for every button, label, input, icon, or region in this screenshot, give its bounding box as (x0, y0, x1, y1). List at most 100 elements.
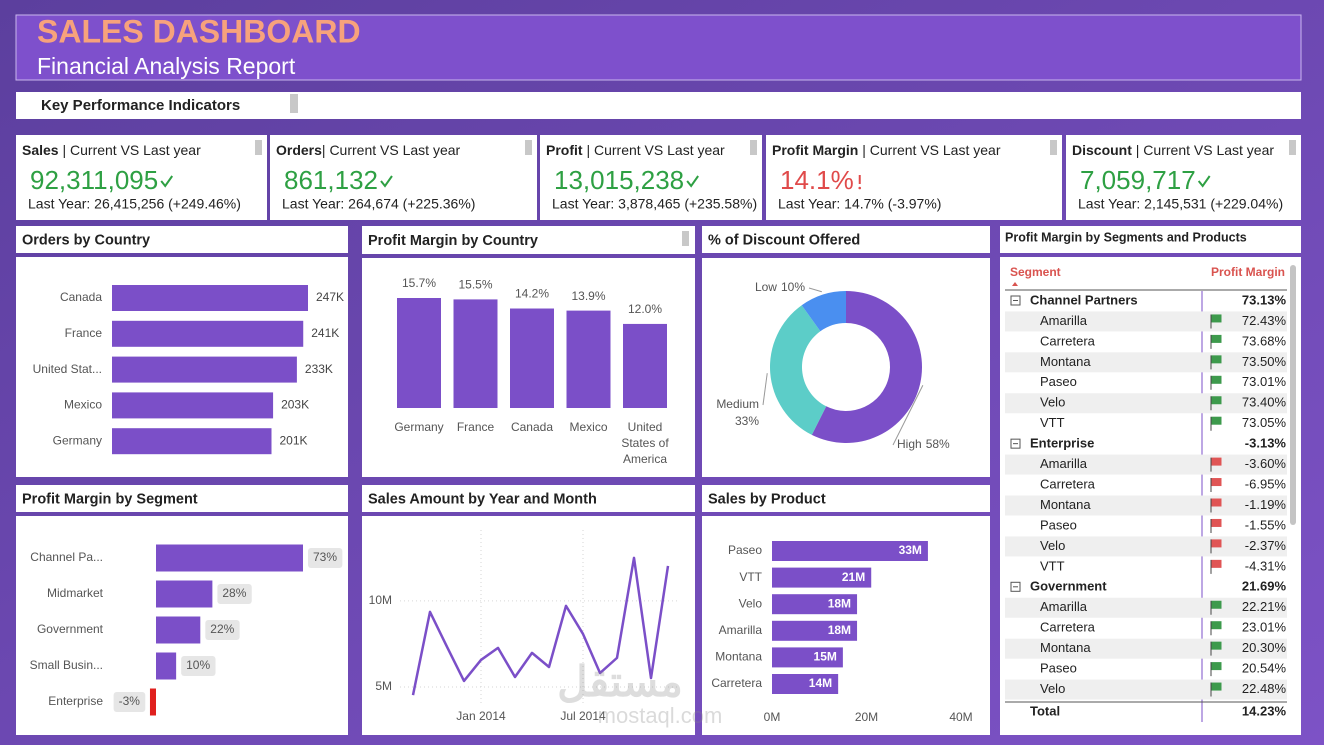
segment-label: Channel Partners (1030, 292, 1138, 307)
flag-icon (1211, 518, 1222, 527)
kpi-value: 92,311,095 (30, 165, 158, 195)
kpi-value: 7,059,717 (1080, 165, 1196, 195)
slice-value: 58% (926, 437, 950, 451)
product-value: -6.95% (1245, 476, 1287, 491)
alert-icon (858, 186, 862, 190)
flag-icon (1211, 396, 1222, 405)
x-tick-label: Jul 2014 (560, 709, 606, 723)
category-label: Enterprise (48, 694, 103, 708)
kpi-title: Profit Margin | Current VS Last year (772, 142, 1001, 158)
bar (772, 541, 928, 561)
y-tick-label: 5M (375, 679, 392, 693)
total-value: 14.23% (1242, 703, 1287, 718)
product-value: 22.48% (1242, 681, 1287, 696)
product-label: Paseo (1040, 374, 1077, 389)
category-label: Government (37, 622, 104, 636)
value-label: 18M (828, 623, 851, 637)
panel (16, 485, 348, 512)
slice-label: High 58% (897, 437, 950, 451)
bar (772, 647, 843, 668)
product-value: 73.68% (1242, 333, 1287, 348)
product-label: Montana (1040, 354, 1091, 369)
value-label-background (181, 656, 216, 676)
slice-category: High (897, 437, 922, 451)
slice-category: Medium (716, 397, 759, 411)
watermark-site: mostaql.com (598, 703, 723, 728)
category-label: France (65, 326, 103, 340)
collapse-icon (1010, 295, 1021, 306)
kpi-last-year: Last Year: 264,674 (+225.36%) (282, 196, 475, 212)
chart-title: % of Discount Offered (708, 232, 860, 248)
kpi-value: 14.1% (780, 165, 854, 195)
product-label: Paseo (1040, 517, 1077, 532)
value-label-background (113, 692, 146, 712)
category-label: Velo (739, 596, 763, 610)
check-icon (380, 175, 393, 188)
bar (156, 580, 213, 608)
chart-title: Sales Amount by Year and Month (368, 491, 597, 507)
product-label: Carretera (1040, 620, 1096, 635)
line (411, 556, 670, 696)
bar (453, 299, 498, 408)
category-label: VTT (739, 570, 762, 584)
slice-category: Low (755, 280, 777, 294)
chart-title: Profit Margin by Segment (22, 491, 198, 507)
slice-value: 33% (735, 414, 759, 428)
product-label: Carretera (1040, 333, 1096, 348)
x-tick-label: 40M (949, 710, 972, 724)
bar (566, 310, 611, 408)
category-label: Amarilla (719, 623, 763, 637)
check-icon (686, 175, 699, 188)
flag-icon (1211, 498, 1222, 507)
value-label-background (308, 548, 343, 568)
product-value: 23.01% (1242, 620, 1287, 635)
bar (772, 620, 858, 641)
value-label: 22% (210, 622, 234, 636)
collapse-icon (1010, 581, 1021, 592)
focus-icon (682, 231, 689, 246)
kpi-last-year: Last Year: 2,145,531 (+229.04%) (1078, 196, 1283, 212)
product-value: 72.43% (1242, 313, 1287, 328)
category-label: Small Busin... (30, 658, 103, 672)
donut-slice (811, 291, 922, 444)
category-label: Canada (510, 420, 554, 434)
value-label: 18M (828, 596, 851, 610)
bar (772, 674, 839, 694)
segment-value: -3.13% (1245, 436, 1287, 451)
dashboard-subtitle: Financial Analysis Report (37, 53, 296, 79)
bar (510, 308, 554, 408)
product-label: Carretera (1040, 476, 1096, 491)
focus-icon (290, 94, 298, 113)
kpi-section-title: Key Performance Indicators (41, 97, 240, 114)
product-value: 73.05% (1242, 415, 1287, 430)
panel (702, 226, 990, 253)
panel (362, 226, 695, 254)
category-label: Paseo (728, 543, 762, 557)
category-label: France (456, 420, 495, 434)
donut-slice (801, 291, 846, 332)
segment-label: Government (1030, 579, 1107, 594)
product-value: 20.30% (1242, 640, 1287, 655)
value-label: 10% (186, 658, 210, 672)
category-label: Carretera (711, 676, 762, 690)
kpi-section-bar (16, 92, 1301, 119)
chart-title: Orders by Country (22, 232, 150, 248)
bar (112, 320, 304, 347)
column-header: Segment (1010, 265, 1061, 279)
leader-line (808, 287, 822, 293)
leader-line (762, 373, 768, 406)
category-label: Canada (60, 290, 102, 304)
flag-icon (1211, 662, 1222, 671)
matrix-title: Profit Margin by Segments and Products (1005, 230, 1247, 244)
sort-icon (1012, 282, 1018, 286)
product-value: 22.21% (1242, 599, 1287, 614)
flag-icon (1211, 457, 1222, 466)
total-label: Total (1030, 703, 1060, 718)
focus-icon (525, 140, 532, 155)
check-icon (1197, 175, 1211, 188)
panel (702, 485, 990, 512)
kpi-last-year: Last Year: 26,415,256 (+249.46%) (28, 196, 241, 212)
bar (112, 285, 308, 311)
value-label: 12.0% (628, 302, 662, 316)
